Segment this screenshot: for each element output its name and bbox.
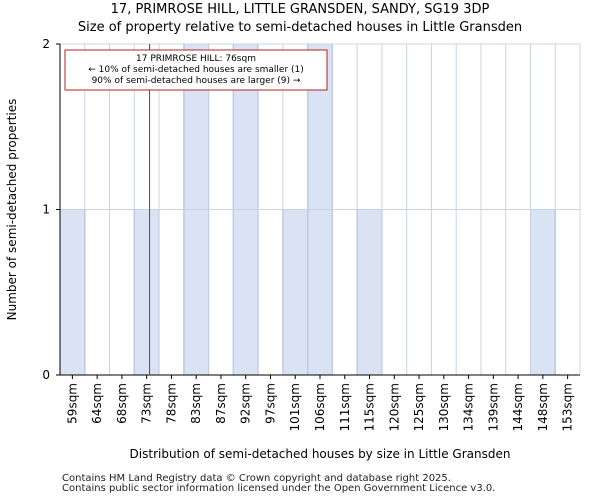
- annotation-box: [64, 49, 328, 91]
- annotation-line: ← 10% of semi-detached houses are smalle…: [88, 65, 304, 75]
- x-tick-label: 130sqm: [437, 383, 451, 431]
- x-tick-label: 73sqm: [140, 383, 154, 424]
- x-tick-label: 87sqm: [214, 383, 228, 424]
- footer-licence: Contains public sector information licen…: [62, 483, 496, 494]
- x-tick-label: 111sqm: [338, 383, 352, 431]
- chart-subtitle: Size of property relative to semi-detach…: [77, 20, 523, 35]
- x-tick-label: 64sqm: [90, 383, 104, 424]
- x-tick-label: 125sqm: [412, 383, 426, 431]
- x-tick-label: 148sqm: [536, 383, 550, 431]
- bar: [282, 209, 309, 376]
- x-tick-label: 120sqm: [387, 383, 401, 431]
- y-axis-title: Number of semi-detached properties: [5, 99, 19, 321]
- x-tick-label: 92sqm: [239, 383, 253, 424]
- x-tick-label: 97sqm: [263, 383, 277, 424]
- y-tick-label: 0: [42, 368, 50, 382]
- x-tick-label: 144sqm: [511, 383, 525, 431]
- annotation-line: 17 PRIMROSE HILL: 76sqm: [136, 54, 256, 64]
- bar: [529, 209, 556, 376]
- x-tick-label: 153sqm: [561, 383, 575, 431]
- y-tick-label: 2: [42, 37, 50, 51]
- x-axis-title: Distribution of semi-detached houses by …: [130, 447, 511, 461]
- chart-title: 17, PRIMROSE HILL, LITTLE GRANSDEN, SAND…: [110, 2, 490, 17]
- x-tick-label: 101sqm: [288, 383, 302, 431]
- bar: [59, 209, 86, 376]
- x-tick-label: 115sqm: [363, 383, 377, 431]
- annotation-line: 90% of semi-detached houses are larger (…: [92, 76, 301, 86]
- x-tick-label: 83sqm: [189, 383, 203, 424]
- bar: [356, 209, 383, 376]
- bar: [133, 209, 160, 376]
- footer-copyright: Contains HM Land Registry data © Crown c…: [62, 473, 451, 484]
- x-tick-label: 59sqm: [65, 383, 79, 424]
- x-tick-label: 134sqm: [462, 383, 476, 431]
- x-tick-label: 139sqm: [486, 383, 500, 431]
- x-tick-label: 68sqm: [115, 383, 129, 424]
- x-tick-label: 78sqm: [164, 383, 178, 424]
- x-tick-label: 106sqm: [313, 383, 327, 431]
- y-tick-label: 1: [42, 203, 50, 217]
